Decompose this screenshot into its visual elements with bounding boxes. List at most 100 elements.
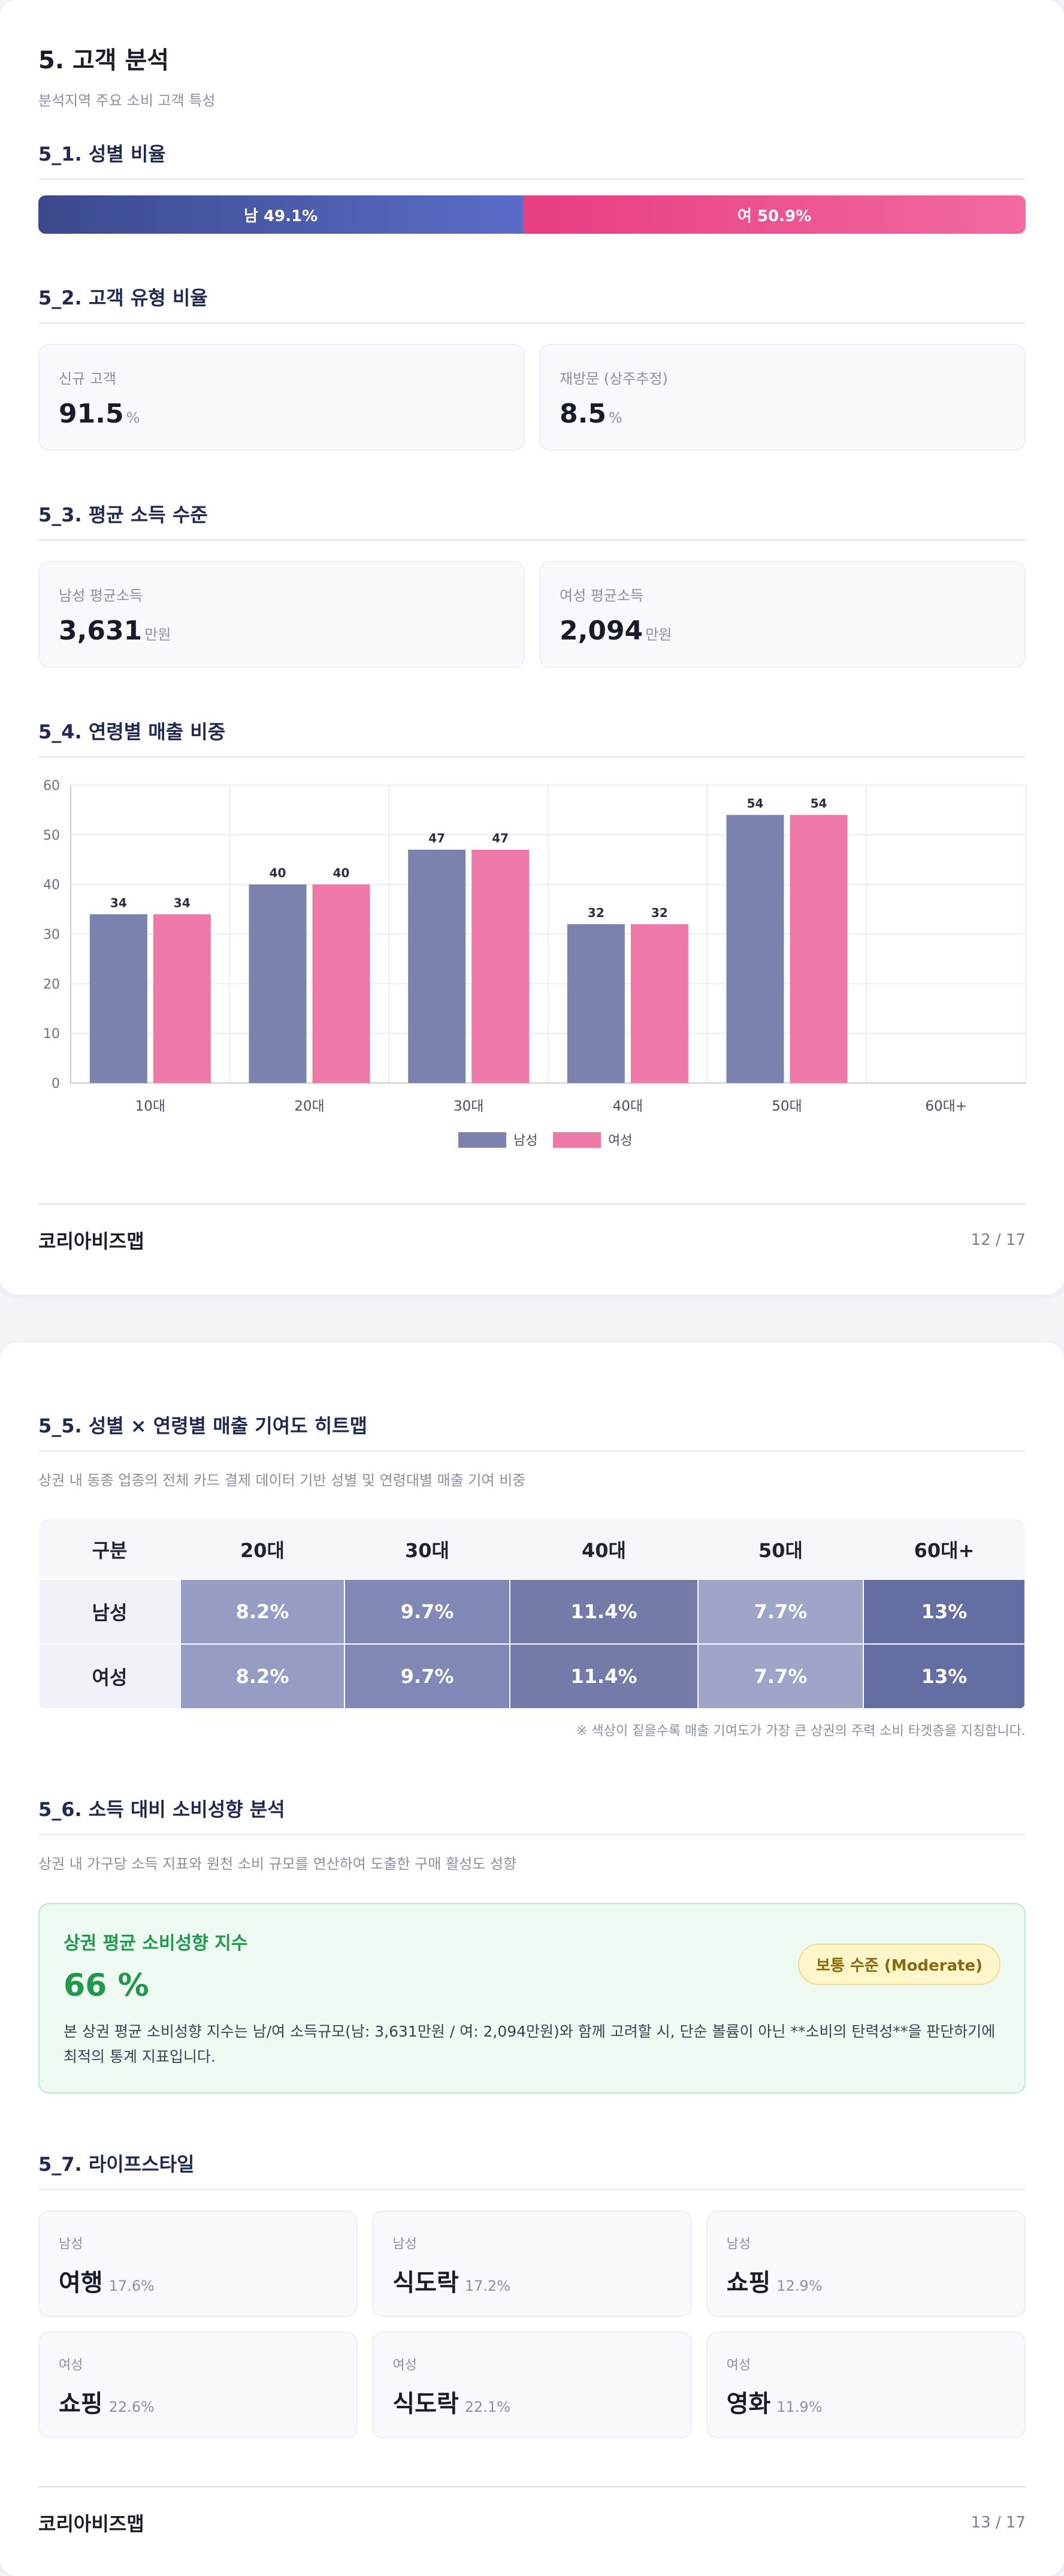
stat-unit: 만원 [144, 626, 171, 643]
x-tick-label: 50대 [772, 1099, 802, 1114]
y-tick-label: 60 [43, 779, 60, 794]
bar-data-label: 34 [174, 895, 191, 910]
stat-card-new-customer: 신규 고객 91.5% [38, 344, 525, 451]
heatmap-cell: 7.7% [697, 1643, 864, 1709]
stat-card-revisit: 재방문 (상주추정) 8.5% [539, 344, 1026, 451]
heatmap-cell: 13% [863, 1643, 1026, 1709]
bar-data-label: 47 [492, 831, 509, 846]
bar-male [408, 849, 466, 1083]
heatmap-cell: 11.4% [509, 1579, 699, 1645]
sales-heatmap-table: 구분 20대 30대 40대 50대 60대+ 남성 8.2% 9.7% 11.… [38, 1519, 1026, 1709]
footer-brand: 코리아비즈맵 [38, 2512, 144, 2535]
bar-female [630, 924, 688, 1083]
y-tick-label: 30 [43, 928, 60, 943]
x-tick-label: 20대 [294, 1099, 324, 1114]
propensity-description: 본 상권 평균 소비성향 지수는 남/여 소득규모(남: 3,631만원 / 여… [64, 2023, 996, 2065]
customer-type-title: 5_2. 고객 유형 비율 [38, 283, 1026, 324]
x-tick-label: 40대 [613, 1099, 643, 1114]
heatmap-cell: 8.2% [180, 1579, 345, 1645]
heatmap-cell: 8.2% [180, 1643, 345, 1709]
income-cards: 남성 평균소득 3,631 만원 여성 평균소득 2,094 만원 [38, 561, 1026, 668]
stat-unit: % [126, 409, 140, 426]
lifestyle-category: 영화 [726, 2390, 771, 2418]
lifestyle-pct: 17.2% [464, 2278, 510, 2294]
lifestyle-value-row: 식도락 17.2% [392, 2263, 671, 2298]
heatmap-cell: 13% [863, 1579, 1026, 1645]
propensity-index-box: 상권 평균 소비성향 지수 66 % 보통 수준 (Moderate) 본 상권… [38, 1903, 1026, 2094]
report-page-13: 5_5. 성별 × 연령별 매출 기여도 히트맵 상권 내 동종 업종의 전체 … [0, 1343, 1064, 2576]
section-subtitle: 분석지역 주요 소비 고객 특성 [38, 92, 216, 109]
stat-unit: 만원 [645, 626, 672, 643]
stat-label: 여성 평균소득 [560, 587, 644, 604]
gender-ratio-bar: 남 49.1% 여 50.9% [38, 195, 1026, 234]
stat-value-row: 3,631 만원 [59, 616, 504, 646]
heatmap-cell: 9.7% [344, 1643, 510, 1709]
lifestyle-gender: 남성 [59, 2237, 83, 2252]
lifestyle-value-row: 식도락 22.1% [392, 2384, 671, 2419]
heatmap-col-header: 30대 [344, 1519, 510, 1579]
lifestyle-card: 여성 쇼핑 22.6% [38, 2331, 358, 2438]
income-title: 5_3. 평균 소득 수준 [38, 500, 1026, 541]
bar-male [249, 884, 307, 1083]
bar-male [89, 914, 147, 1083]
lifestyle-gender: 여성 [726, 2358, 751, 2373]
stat-unit: % [608, 409, 622, 426]
y-tick-label: 40 [43, 878, 60, 893]
heatmap-col-header: 40대 [510, 1519, 698, 1579]
y-tick-label: 10 [43, 1027, 60, 1042]
page-footer: 코리아비즈맵 12 / 17 [38, 1226, 1026, 1254]
heatmap-col-header: 50대 [698, 1519, 863, 1579]
propensity-subtitle: 상권 내 가구당 소득 지표와 원천 소비 규모를 연산하여 도출한 구매 활성… [38, 1856, 517, 1872]
bar-data-label: 40 [270, 866, 286, 880]
footer-divider [38, 2486, 1026, 2487]
lifestyle-title: 5_7. 라이프스타일 [38, 2149, 1026, 2190]
x-tick-label: 10대 [135, 1099, 165, 1114]
bar-data-label: 32 [588, 906, 604, 920]
x-tick-label: 30대 [454, 1099, 483, 1114]
table-row: 여성 8.2% 9.7% 11.4% 7.7% 13% [38, 1643, 1026, 1709]
propensity-level-badge: 보통 수준 (Moderate) [798, 1944, 1000, 1985]
heatmap-cell: 9.7% [344, 1579, 510, 1645]
report-page-12: 5. 고객 분석 분석지역 주요 소비 고객 특성 5_1. 성별 비율 남 4… [0, 0, 1064, 1295]
heatmap-col-header: 20대 [180, 1519, 344, 1579]
lifestyle-card: 남성 식도락 17.2% [372, 2210, 692, 2317]
lifestyle-gender: 여성 [392, 2358, 417, 2373]
lifestyle-pct: 12.9% [776, 2278, 823, 2294]
heatmap-note: ※ 색상이 짙을수록 매출 기여도가 가장 큰 상권의 주력 소비 타겟층을 지… [576, 1724, 1026, 1739]
page-number: 12 / 17 [971, 1231, 1026, 1249]
stat-card-female-income: 여성 평균소득 2,094 만원 [539, 561, 1026, 668]
stat-card-male-income: 남성 평균소득 3,631 만원 [38, 561, 525, 668]
age-sales-title: 5_4. 연령별 매출 비중 [38, 717, 1026, 758]
page-footer: 코리아비즈맵 13 / 17 [38, 2509, 1026, 2536]
x-tick-label: 60대+ [925, 1099, 967, 1114]
bar-female [312, 884, 370, 1083]
lifestyle-category: 식도락 [392, 2269, 459, 2297]
male-ratio-segment: 남 49.1% [38, 195, 524, 234]
lifestyle-gender: 남성 [726, 2237, 751, 2252]
legend-label: 남성 [513, 1133, 537, 1148]
lifestyle-pct: 11.9% [776, 2399, 823, 2415]
stat-value: 8.5 [560, 399, 606, 429]
heatmap-corner: 구분 [39, 1519, 180, 1579]
footer-brand: 코리아비즈맵 [38, 1230, 144, 1253]
section-title: 5. 고객 분석 [38, 47, 170, 74]
lifestyle-gender: 남성 [392, 2237, 417, 2252]
age-sales-bar-chart: 0 10 20 30 40 50 60 34 34 10대 40 40 20대 47 47 30대 32 32 40… [43, 779, 1026, 1148]
y-tick-label: 20 [43, 977, 60, 992]
propensity-box-title: 상권 평균 소비성향 지수 [64, 1933, 248, 1954]
customer-type-cards: 신규 고객 91.5% 재방문 (상주추정) 8.5% [38, 344, 1026, 451]
lifestyle-card: 여성 영화 11.9% [706, 2331, 1026, 2438]
bar-data-label: 32 [651, 906, 668, 920]
lifestyle-gender: 여성 [59, 2358, 83, 2373]
bar-data-label: 34 [110, 895, 127, 910]
bar-data-label: 54 [811, 797, 827, 811]
lifestyle-grid: 남성 여행 17.6% 남성 식도락 17.2% 남성 쇼핑 12.9% 여성 쇼핑 2… [38, 2210, 1026, 2438]
bar-male [726, 815, 784, 1083]
gender-ratio-title: 5_1. 성별 비율 [38, 139, 1026, 180]
page-number: 13 / 17 [971, 2514, 1026, 2532]
stat-value: 3,631 [59, 616, 143, 646]
bar-female [471, 849, 530, 1083]
lifestyle-value-row: 쇼핑 12.9% [727, 2263, 1005, 2298]
stat-value-row: 8.5% [560, 399, 1005, 429]
heatmap-row-header: 남성 [38, 1579, 181, 1645]
